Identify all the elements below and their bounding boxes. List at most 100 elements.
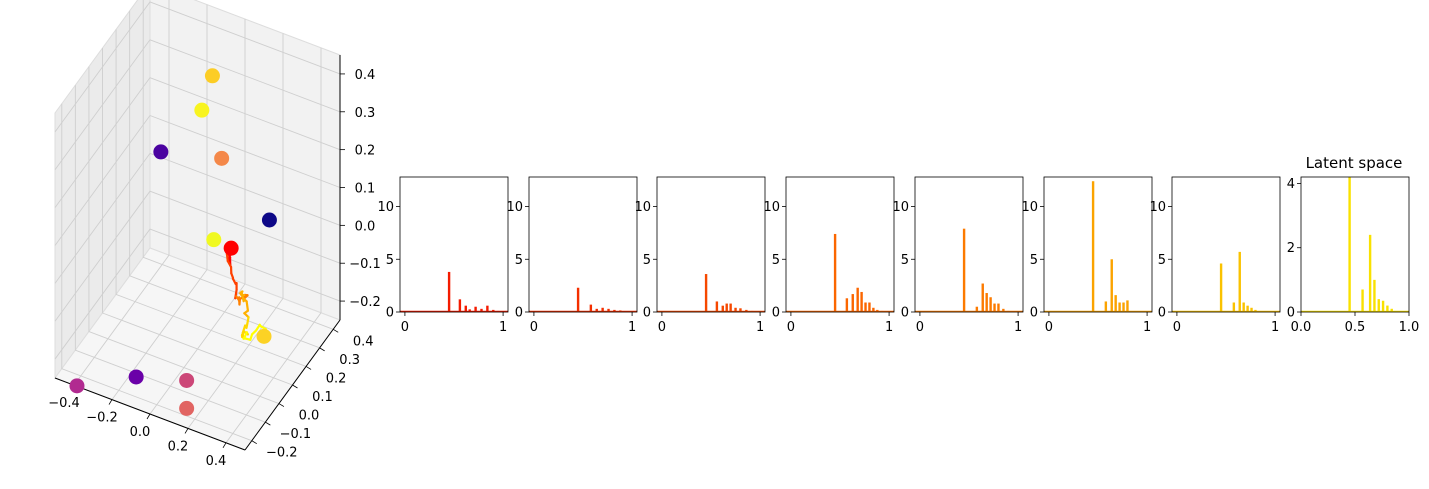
x-tick-label: 0 — [401, 320, 409, 335]
scatter-point — [194, 102, 210, 118]
z-tick-label: 0.2 — [355, 144, 376, 159]
bar — [1390, 308, 1393, 312]
axes-frame — [1300, 176, 1410, 313]
x-tick-label: −0.2 — [86, 411, 118, 426]
bar — [851, 294, 854, 312]
axes-frame — [1043, 176, 1153, 313]
x-tick-label: 0.0 — [130, 425, 151, 440]
scatter-point — [128, 369, 144, 385]
y-tick — [319, 347, 325, 352]
x-tick-label: 1 — [756, 320, 764, 335]
y-tick-label: 5 — [772, 253, 780, 268]
x-tick-label: 0.0 — [1291, 320, 1312, 335]
y-tick-label: −0.2 — [266, 446, 298, 461]
y-tick-label: 10 — [1021, 200, 1038, 215]
axes-frame — [399, 176, 509, 313]
bar — [1104, 301, 1108, 312]
y-tick-label: 0.3 — [339, 353, 360, 368]
grid-line-y — [142, 0, 334, 330]
y-tick — [292, 384, 298, 389]
bar — [576, 287, 580, 312]
grid-line-z — [54, 77, 341, 208]
x-tick-label: 0 — [530, 320, 538, 335]
grid-line-y — [88, 66, 280, 404]
x-tick-label: 1 — [885, 320, 893, 335]
x-tick-label: 0 — [787, 320, 795, 335]
grid-line-x — [225, 47, 322, 444]
y-tick-label: 0.1 — [312, 390, 333, 405]
y-tick-label: 10 — [506, 200, 523, 215]
scatter-point — [223, 240, 239, 256]
y-tick-label: 10 — [634, 200, 651, 215]
bar — [601, 307, 604, 312]
bar — [725, 303, 728, 312]
x-tick — [146, 413, 151, 420]
bar — [1381, 300, 1385, 312]
bar — [864, 302, 867, 312]
bar — [1361, 289, 1364, 312]
scatter-point — [69, 378, 85, 394]
x-tick-label: 1.0 — [1399, 320, 1420, 335]
bar — [997, 303, 1000, 312]
bar — [833, 233, 837, 312]
latent-space-title: Latent space — [1306, 154, 1403, 172]
scatter-point — [153, 144, 169, 160]
x-tick — [184, 428, 189, 434]
bar — [1386, 305, 1389, 312]
bar — [1122, 302, 1125, 312]
bar — [739, 308, 742, 312]
grid-line-x — [73, 0, 170, 386]
bar — [486, 305, 489, 312]
histogram-panel: 0 5 10 0 1 — [634, 176, 766, 335]
y-tick-label: −0.1 — [280, 427, 312, 442]
y-tick-label: 5 — [643, 253, 651, 268]
y-tick-label: 5 — [901, 253, 909, 268]
grid-line-x — [111, 4, 208, 400]
y-tick-label: 0.4 — [353, 334, 374, 349]
bar — [1110, 259, 1113, 312]
y-tick-label: 5 — [1030, 253, 1038, 268]
grid-line-z — [54, 114, 341, 246]
grid-line-y — [61, 103, 252, 442]
bar — [981, 283, 984, 312]
scatter-point — [206, 232, 222, 248]
bar — [721, 305, 724, 312]
y-tick-label: 0.2 — [326, 371, 347, 386]
grid-line-y — [102, 48, 293, 386]
y-tick-label: 10 — [377, 200, 394, 215]
z-tick-label: −0.2 — [349, 295, 381, 310]
bar — [985, 293, 988, 312]
grid-line-x — [187, 33, 284, 429]
x-tick — [108, 399, 113, 405]
histogram-panel: 0 2 4 0.0 0.5 1.0 — [1287, 176, 1420, 335]
bar — [607, 308, 610, 312]
bar — [729, 303, 732, 312]
bar — [856, 287, 859, 312]
bar — [496, 310, 500, 312]
bar — [1246, 305, 1249, 312]
bar — [480, 308, 483, 312]
trajectory-segment — [225, 252, 229, 263]
axes-frame — [785, 176, 895, 313]
scatter-point — [256, 328, 272, 344]
y-tick-label: 0.0 — [299, 409, 320, 424]
bar — [1007, 310, 1010, 312]
latent-3d-scatter: −0.4 −0.2 0.0 0.2 0.4 −0.2 −0.1 0.0 0.1 0.2 0.3 0.4… — [48, 0, 381, 469]
grid-line-y — [74, 85, 266, 423]
bar — [734, 307, 737, 312]
axes-frame — [914, 176, 1024, 313]
grid-line-y — [115, 29, 307, 367]
bar — [993, 303, 996, 312]
scatter-point — [261, 212, 277, 228]
bar — [1219, 263, 1223, 312]
z-tick-label: 0.4 — [355, 68, 376, 83]
bar — [619, 310, 622, 312]
y-tick-label: 4 — [1287, 177, 1295, 192]
histogram-panel: 0 5 10 0 1 — [1021, 176, 1153, 335]
bar — [1254, 309, 1257, 312]
grid-line-z — [54, 1, 341, 133]
bar — [876, 309, 879, 312]
bar — [868, 302, 871, 312]
histogram-panel: 0 5 10 0 1 — [1149, 176, 1281, 335]
